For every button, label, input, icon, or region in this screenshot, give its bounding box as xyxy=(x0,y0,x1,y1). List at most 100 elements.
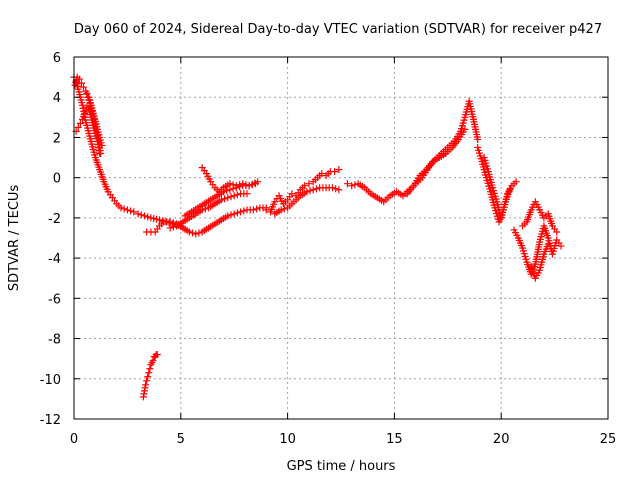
data-point xyxy=(318,170,326,178)
y-tick-label: -8 xyxy=(48,333,61,348)
y-tick-label: 4 xyxy=(53,91,61,106)
data-series xyxy=(70,73,565,401)
data-point xyxy=(254,178,262,186)
data-point xyxy=(288,190,296,198)
x-tick-label: 20 xyxy=(493,432,510,447)
data-point xyxy=(328,184,336,192)
data-point xyxy=(230,192,238,200)
data-point xyxy=(80,112,88,120)
data-point xyxy=(553,228,561,236)
data-point xyxy=(166,218,174,226)
data-point xyxy=(233,191,241,199)
plot-frame xyxy=(73,56,609,420)
series-fall-secondary xyxy=(480,154,514,222)
data-point xyxy=(512,178,520,186)
data-point xyxy=(557,242,565,250)
y-tick-label: -4 xyxy=(48,252,61,267)
data-point xyxy=(146,365,154,373)
y-tick-label: -2 xyxy=(48,212,61,227)
data-point xyxy=(81,109,89,117)
data-point xyxy=(149,357,157,365)
y-tick-label: 6 xyxy=(53,51,61,66)
data-point xyxy=(221,195,229,203)
y-axis-title: SDTVAR / TECUs xyxy=(7,185,22,292)
data-point xyxy=(306,187,314,195)
x-tick-label: 5 xyxy=(177,432,185,447)
data-point xyxy=(226,186,234,194)
data-point xyxy=(142,381,150,389)
series-mid-lower-band xyxy=(271,184,343,218)
tick-marks xyxy=(73,56,609,420)
data-point xyxy=(189,229,197,237)
data-point xyxy=(309,186,317,194)
data-point xyxy=(192,230,200,238)
y-tick-label: -6 xyxy=(48,292,61,307)
data-point xyxy=(331,168,339,176)
x-tick-label: 15 xyxy=(386,432,403,447)
data-point xyxy=(233,209,241,217)
grid xyxy=(74,57,608,419)
series-diagonal-strand-1 xyxy=(166,190,251,232)
data-point xyxy=(237,208,245,216)
data-point xyxy=(166,224,174,232)
chart-title: Day 060 of 2024, Sidereal Day-to-day VTE… xyxy=(74,22,602,37)
data-point xyxy=(217,196,225,204)
data-point xyxy=(474,135,482,143)
data-point xyxy=(144,373,152,381)
data-point xyxy=(223,187,231,195)
data-point xyxy=(82,106,90,114)
data-point xyxy=(280,205,288,213)
data-point xyxy=(153,351,161,359)
data-point xyxy=(143,377,151,385)
data-point xyxy=(127,207,135,215)
data-point xyxy=(544,240,552,248)
data-point xyxy=(253,205,261,213)
series-branch-6-7 xyxy=(198,164,262,196)
x-tick-label: 0 xyxy=(70,432,78,447)
y-tick-label: 0 xyxy=(53,172,61,187)
data-point xyxy=(312,185,320,193)
data-point xyxy=(120,205,128,213)
data-point xyxy=(243,190,251,198)
data-point xyxy=(239,180,247,188)
data-point xyxy=(230,210,238,218)
data-point xyxy=(159,217,167,225)
data-point xyxy=(96,150,104,158)
y-tick-label: -12 xyxy=(40,413,61,428)
data-point xyxy=(74,123,82,131)
data-point xyxy=(506,186,514,194)
data-point xyxy=(240,207,248,215)
data-point xyxy=(303,188,311,196)
data-point xyxy=(277,206,285,214)
data-point xyxy=(123,206,131,214)
data-point xyxy=(242,181,250,189)
data-point xyxy=(236,181,244,189)
data-point xyxy=(335,186,343,194)
y-tick-label: -10 xyxy=(40,373,61,388)
data-point xyxy=(201,205,209,213)
data-point xyxy=(232,182,240,190)
series-early-lower-band xyxy=(72,103,104,158)
data-point xyxy=(75,75,83,83)
data-point xyxy=(343,180,351,188)
data-point xyxy=(130,208,138,216)
data-point xyxy=(227,193,235,201)
x-axis-title: GPS time / hours xyxy=(287,459,396,474)
data-point xyxy=(79,115,87,123)
data-point xyxy=(77,79,85,87)
data-point xyxy=(80,83,88,91)
series-tail-upper xyxy=(519,198,561,236)
data-point xyxy=(185,228,193,236)
data-point xyxy=(348,182,356,190)
series-mid-band xyxy=(262,166,343,216)
data-point xyxy=(301,182,309,190)
series-tail-lower xyxy=(527,240,552,282)
data-point xyxy=(305,180,313,188)
data-point xyxy=(461,125,469,133)
data-point xyxy=(155,216,163,224)
data-point xyxy=(195,229,203,237)
data-point xyxy=(224,194,232,202)
